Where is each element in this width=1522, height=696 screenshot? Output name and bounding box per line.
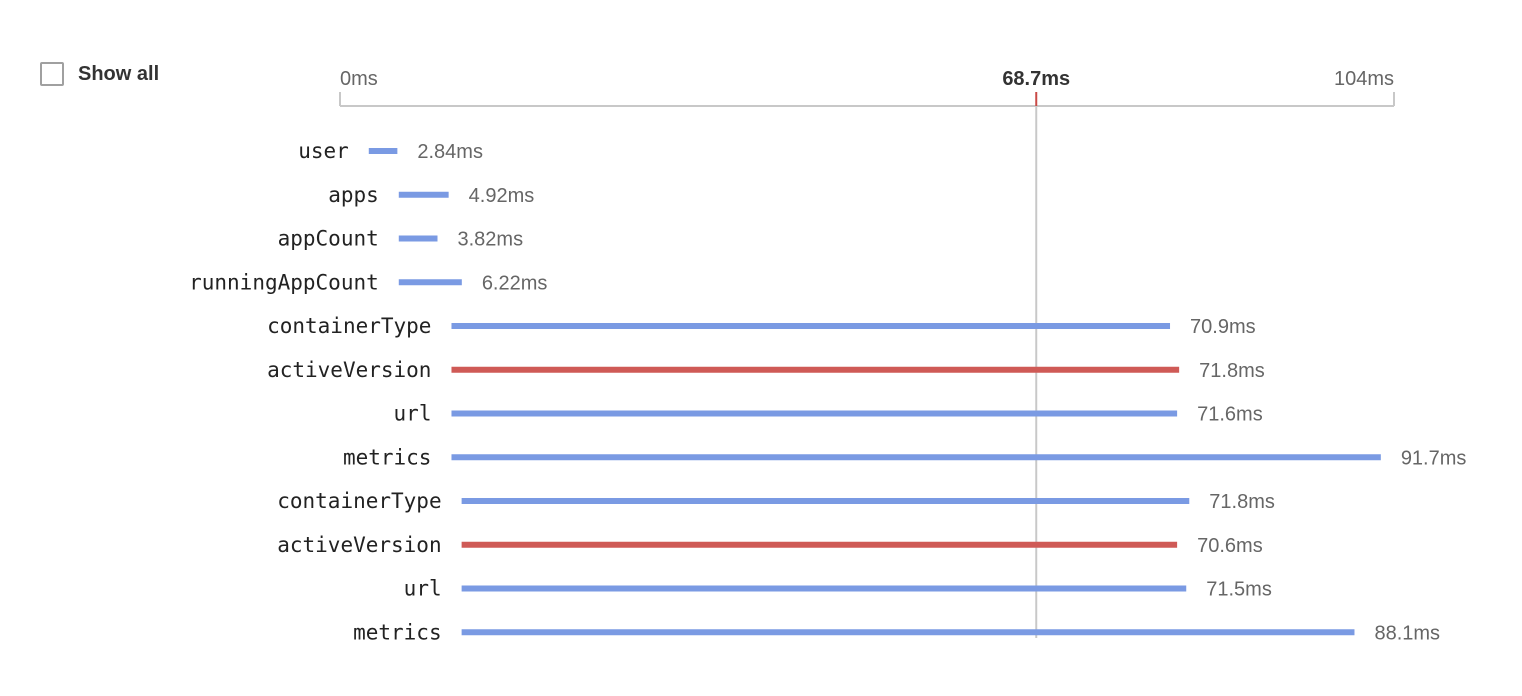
axis-tick-label: 68.7ms bbox=[1002, 68, 1070, 90]
row-bar bbox=[451, 410, 1178, 417]
row-label: activeVersion bbox=[277, 533, 441, 557]
row-label: appCount bbox=[278, 227, 379, 251]
row-value: 3.82ms bbox=[457, 229, 523, 251]
row-label: runningAppCount bbox=[189, 270, 379, 294]
row-value: 71.5ms bbox=[1206, 579, 1272, 601]
row-bar bbox=[398, 279, 462, 286]
row-bar bbox=[451, 323, 1171, 329]
row-label: containerType bbox=[277, 489, 441, 513]
row-value: 91.7ms bbox=[1401, 447, 1467, 469]
row-label: url bbox=[404, 577, 442, 601]
row-bar bbox=[461, 629, 1355, 636]
axis-tick-label: 0ms bbox=[340, 68, 378, 90]
axis-tick-label: 104ms bbox=[1334, 68, 1394, 90]
row-value: 4.92ms bbox=[469, 185, 535, 207]
row-bar bbox=[461, 541, 1178, 548]
row-label: user bbox=[298, 139, 349, 163]
row-value: 70.6ms bbox=[1197, 535, 1263, 557]
row-bar bbox=[368, 148, 398, 154]
show-all-label: Show all bbox=[78, 62, 160, 85]
row-bar bbox=[461, 498, 1190, 504]
row-value: 6.22ms bbox=[482, 272, 548, 294]
row-label: apps bbox=[328, 183, 379, 207]
show-all-checkbox[interactable] bbox=[40, 62, 64, 86]
row-label: metrics bbox=[353, 620, 442, 644]
row-bar bbox=[461, 585, 1187, 592]
show-all-toggle[interactable]: Show all bbox=[40, 62, 159, 86]
row-bar bbox=[451, 366, 1180, 373]
row-label: metrics bbox=[343, 445, 432, 469]
row-value: 71.8ms bbox=[1199, 360, 1265, 382]
row-bar bbox=[398, 235, 438, 242]
row-value: 2.84ms bbox=[417, 141, 483, 163]
row-value: 71.8ms bbox=[1209, 491, 1275, 513]
row-value: 71.6ms bbox=[1197, 404, 1263, 426]
row-label: activeVersion bbox=[267, 358, 431, 382]
row-bar bbox=[398, 191, 449, 198]
row-label: url bbox=[394, 402, 432, 426]
row-label: containerType bbox=[267, 314, 431, 338]
row-value: 88.1ms bbox=[1374, 622, 1440, 644]
row-value: 70.9ms bbox=[1190, 316, 1256, 338]
row-bar bbox=[451, 454, 1381, 461]
